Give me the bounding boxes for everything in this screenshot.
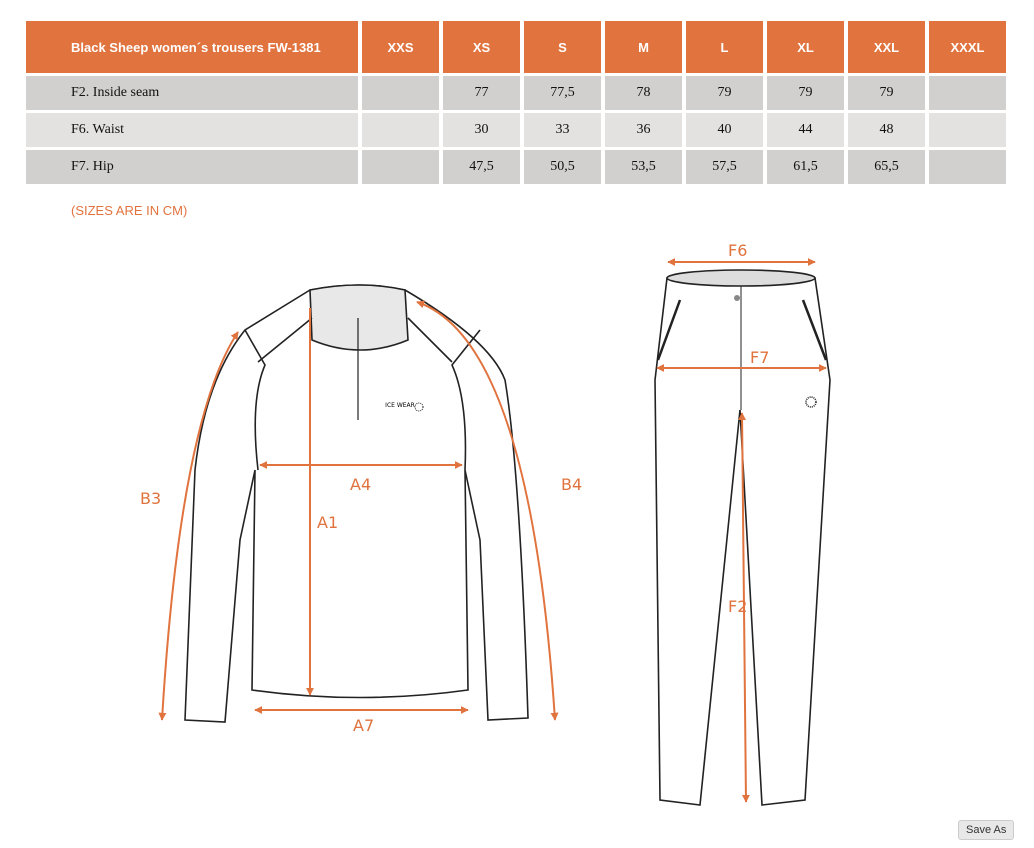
trousers-drawing — [654, 269, 831, 806]
sizes-note: (SIZES ARE IN CM) — [71, 203, 188, 218]
size-value: 78 — [605, 76, 682, 110]
label-b3: B3 — [140, 489, 161, 508]
size-value: 77,5 — [524, 76, 601, 110]
size-header: XXS — [362, 21, 439, 73]
size-value: 65,5 — [848, 150, 925, 184]
size-value — [929, 76, 1006, 110]
table-row: F6. Waist 30 33 36 40 44 48 — [26, 113, 1006, 147]
size-value: 77 — [443, 76, 520, 110]
row-label: F6. Waist — [26, 113, 358, 147]
size-value: 53,5 — [605, 150, 682, 184]
size-value: 48 — [848, 113, 925, 147]
save-as-button[interactable]: Save As — [958, 820, 1015, 840]
size-header: M — [605, 21, 682, 73]
row-label: F2. Inside seam — [26, 76, 358, 110]
size-value: 61,5 — [767, 150, 844, 184]
size-value: 44 — [767, 113, 844, 147]
size-header: XXXL — [929, 21, 1006, 73]
size-header: L — [686, 21, 763, 73]
size-value: 79 — [848, 76, 925, 110]
table-title: Black Sheep women´s trousers FW-1381 — [26, 21, 358, 73]
label-a1: A1 — [317, 513, 338, 532]
size-value: 79 — [767, 76, 844, 110]
size-table: Black Sheep women´s trousers FW-1381 XXS X… — [22, 18, 1010, 187]
size-value: 57,5 — [686, 150, 763, 184]
label-f6: F6 — [728, 241, 747, 260]
size-header: XS — [443, 21, 520, 73]
size-value — [362, 150, 439, 184]
size-header: XXL — [848, 21, 925, 73]
table-row: F2. Inside seam 77 77,5 78 79 79 79 — [26, 76, 1006, 110]
label-a4: A4 — [350, 475, 371, 494]
size-value — [929, 113, 1006, 147]
row-label: F7. Hip — [26, 150, 358, 184]
size-header: S — [524, 21, 601, 73]
size-value: 47,5 — [443, 150, 520, 184]
label-f7: F7 — [750, 348, 769, 367]
size-header: XL — [767, 21, 844, 73]
size-value: 40 — [686, 113, 763, 147]
size-value: 33 — [524, 113, 601, 147]
svg-text:ICE WEAR: ICE WEAR — [385, 402, 415, 409]
table-row: F7. Hip 47,5 50,5 53,5 57,5 61,5 65,5 — [26, 150, 1006, 184]
size-value: 50,5 — [524, 150, 601, 184]
jacket-drawing — [184, 284, 529, 723]
measurement-arrows — [158, 258, 827, 803]
label-b4: B4 — [561, 475, 582, 494]
size-value: 36 — [605, 113, 682, 147]
label-f2: F2 — [728, 597, 747, 616]
size-value — [362, 76, 439, 110]
size-value: 79 — [686, 76, 763, 110]
size-value — [362, 113, 439, 147]
size-value — [929, 150, 1006, 184]
label-a7: A7 — [353, 716, 374, 735]
size-value: 30 — [443, 113, 520, 147]
